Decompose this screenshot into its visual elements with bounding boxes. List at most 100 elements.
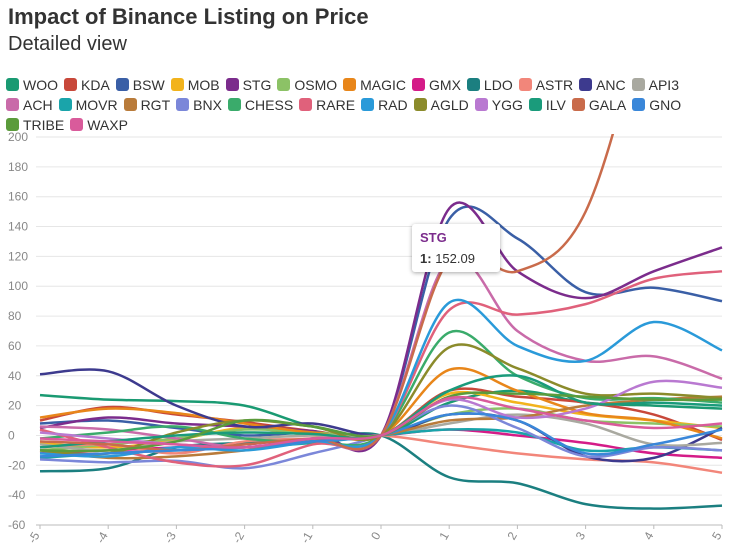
- legend-item[interactable]: API3: [631, 76, 679, 93]
- x-tick-label: -1: [298, 529, 316, 546]
- legend-swatch: [123, 98, 137, 111]
- legend-label: RGT: [140, 96, 171, 113]
- legend-label: TRIBE: [23, 116, 65, 133]
- legend-swatch: [64, 78, 77, 91]
- legend-label: RAD: [378, 96, 408, 113]
- legend-item[interactable]: AGLD: [413, 96, 469, 113]
- legend-swatch: [6, 118, 19, 131]
- legend-item[interactable]: BSW: [115, 76, 165, 93]
- legend-swatch: [70, 118, 84, 131]
- legend-item[interactable]: MOVR: [58, 96, 118, 113]
- x-tick-label: -4: [93, 529, 111, 546]
- legend-item[interactable]: WAXP: [70, 116, 128, 133]
- x-tick-label: 3: [573, 529, 589, 542]
- legend-label: KDA: [81, 76, 110, 93]
- legend-label: API3: [648, 76, 679, 93]
- y-tick-label: 180: [8, 160, 28, 174]
- legend-item[interactable]: ACH: [6, 96, 53, 113]
- legend-item[interactable]: KDA: [64, 76, 110, 93]
- y-tick-label: 80: [8, 309, 22, 323]
- x-tick-label: -2: [230, 529, 248, 546]
- legend-label: ANC: [596, 76, 626, 93]
- series-line: [39, 395, 723, 449]
- legend-swatch: [413, 98, 427, 111]
- legend-item[interactable]: TRIBE: [6, 116, 64, 133]
- legend-item[interactable]: GNO: [632, 96, 681, 113]
- legend-label: BSW: [132, 76, 165, 93]
- legend-swatch: [299, 98, 313, 111]
- legend-item[interactable]: LDO: [466, 76, 513, 93]
- legend-swatch: [277, 78, 291, 91]
- legend-item[interactable]: MOB: [170, 76, 220, 93]
- y-tick-label: 200: [8, 130, 28, 144]
- legend-swatch: [227, 98, 241, 111]
- legend-swatch: [466, 78, 480, 91]
- legend-label: STG: [242, 76, 272, 93]
- x-tick-label: -5: [25, 529, 43, 546]
- legend-item[interactable]: GALA: [571, 96, 627, 113]
- legend-label: OSMO: [294, 76, 338, 93]
- y-tick-label: 20: [8, 399, 22, 413]
- legend-swatch: [518, 78, 532, 91]
- legend-swatch: [6, 78, 19, 91]
- legend-swatch: [58, 98, 72, 111]
- legend-label: WAXP: [87, 116, 128, 133]
- legend-label: MOB: [187, 76, 220, 93]
- legend-item[interactable]: CHESS: [227, 96, 294, 113]
- series-line: [39, 134, 615, 452]
- legend-label: RARE: [316, 96, 356, 113]
- series-line: [39, 205, 723, 452]
- legend-item[interactable]: RARE: [299, 96, 355, 113]
- tooltip-x: 1:: [420, 251, 432, 266]
- x-tick-label: -3: [162, 529, 180, 546]
- legend-label: ACH: [23, 96, 53, 113]
- legend-swatch: [474, 98, 488, 111]
- y-tick-label: 160: [8, 190, 28, 204]
- legend-item[interactable]: ILV: [528, 96, 566, 113]
- x-tick-label: 4: [641, 529, 657, 542]
- legend-swatch: [631, 78, 645, 91]
- y-tick-label: 120: [8, 249, 28, 263]
- legend: WOO KDA BSW MOB STG OSMO MAGIC GMX LDO ASTR ANC API…: [6, 76, 736, 133]
- y-tick-label: 0: [8, 428, 15, 442]
- legend-label: CHESS: [244, 96, 294, 113]
- chart-title: Impact of Binance Listing on Price: [8, 4, 369, 29]
- y-tick-label: -20: [8, 458, 26, 472]
- legend-swatch: [6, 98, 19, 111]
- series-line: [39, 201, 723, 453]
- legend-swatch: [361, 98, 375, 111]
- legend-item[interactable]: WOO: [6, 76, 58, 93]
- legend-item[interactable]: GMX: [412, 76, 461, 93]
- legend-label: GALA: [588, 96, 627, 113]
- x-tick-label: 1: [436, 529, 452, 542]
- legend-item[interactable]: RGT: [123, 96, 171, 113]
- series-line: [39, 387, 723, 442]
- legend-swatch: [343, 78, 357, 91]
- y-tick-label: 140: [8, 220, 28, 234]
- legend-label: MOVR: [75, 96, 118, 113]
- legend-swatch: [115, 78, 129, 91]
- legend-item[interactable]: RAD: [361, 96, 408, 113]
- series-line: [39, 298, 723, 458]
- legend-item[interactable]: ANC: [579, 76, 626, 93]
- legend-item[interactable]: MAGIC: [343, 76, 406, 93]
- legend-swatch: [579, 78, 593, 91]
- y-tick-label: 40: [8, 369, 22, 383]
- legend-label: GMX: [429, 76, 461, 93]
- legend-item[interactable]: STG: [225, 76, 272, 93]
- legend-swatch: [632, 98, 646, 111]
- legend-item[interactable]: YGG: [474, 96, 523, 113]
- tooltip-series: STG: [420, 230, 447, 245]
- legend-item[interactable]: ASTR: [518, 76, 573, 93]
- legend-label: MAGIC: [360, 76, 407, 93]
- legend-item[interactable]: OSMO: [277, 76, 337, 93]
- legend-item[interactable]: BNX: [176, 96, 222, 113]
- legend-label: LDO: [483, 76, 513, 93]
- tooltip: STG 1: 152.09: [412, 224, 500, 272]
- legend-swatch: [412, 78, 426, 91]
- chart-subtitle: Detailed view: [8, 33, 127, 55]
- tooltip-value: 152.09: [435, 251, 475, 266]
- legend-swatch: [571, 98, 585, 111]
